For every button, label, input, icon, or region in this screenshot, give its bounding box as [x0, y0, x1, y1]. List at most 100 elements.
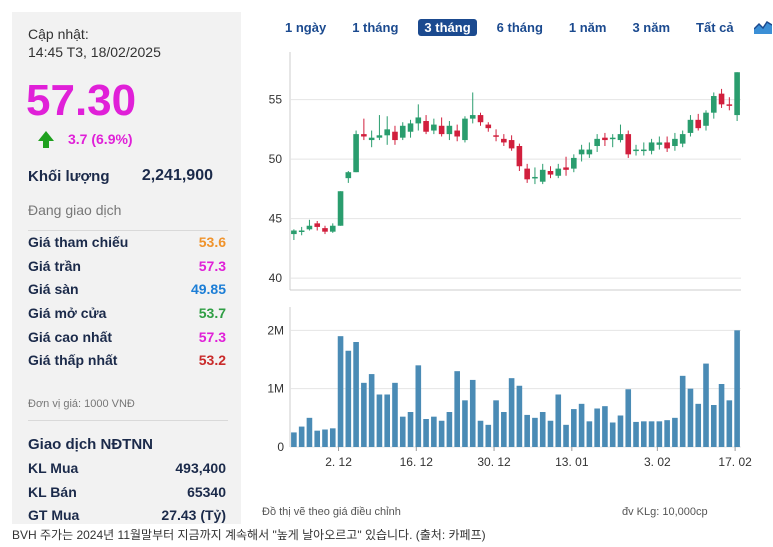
candle-body — [368, 137, 375, 141]
candle-body — [726, 104, 733, 106]
volume-bar — [392, 382, 398, 447]
price-label: Giá cao nhất — [28, 329, 113, 345]
price-change-row: 3.7 (6.9%) — [38, 129, 133, 149]
candle-body — [462, 118, 468, 141]
period-3-years[interactable]: 3 năm — [632, 19, 671, 35]
candle-body — [399, 125, 406, 138]
volume-bar — [633, 421, 639, 447]
candle-body — [438, 125, 445, 135]
volume-tick-label: 0 — [277, 440, 284, 454]
unit-note: Đơn vị giá: 1000 VNĐ — [28, 398, 135, 410]
volume-bar — [586, 421, 593, 447]
volume-bar — [695, 403, 702, 447]
price-label: Giá trần — [28, 258, 81, 274]
candle-body — [516, 146, 523, 167]
period-selector: 1 ngày 1 tháng 3 tháng 6 tháng 1 năm 3 n… — [279, 17, 773, 37]
x-tick-label: 2. 12 — [325, 455, 352, 469]
period-all[interactable]: Tất cả — [696, 19, 734, 35]
price-tick-label: 45 — [269, 212, 283, 226]
candle-body — [641, 149, 647, 152]
volume-grid — [289, 307, 741, 448]
price-value: 53.6 — [198, 234, 226, 250]
price-value: 53.7 — [198, 305, 226, 321]
volume-bar — [337, 336, 344, 447]
chart-footnote: Đồ thị vẽ theo giá điều chỉnh — [262, 506, 401, 518]
candle-body — [679, 134, 686, 144]
candle-body — [609, 137, 616, 140]
volume-bar — [617, 415, 624, 447]
price-label: Giá thấp nhất — [28, 352, 118, 368]
volume-bar — [462, 400, 468, 447]
candle-body — [454, 130, 460, 137]
candle-body — [656, 142, 663, 145]
foreign-value: 493,400 — [175, 460, 226, 476]
candle-body — [423, 121, 429, 132]
volume-bar — [298, 426, 305, 447]
volume-bar — [555, 394, 562, 447]
candle-body — [361, 134, 367, 137]
candles — [291, 72, 740, 241]
price-value: 57.3 — [198, 329, 226, 345]
volume-bar — [578, 403, 585, 447]
volume-bar — [291, 432, 297, 447]
period-1-day[interactable]: 1 ngày — [285, 19, 327, 35]
candle-body — [672, 138, 678, 147]
foreign-label: KL Mua — [28, 460, 79, 476]
volume-bar — [625, 389, 632, 447]
candle-body — [625, 134, 632, 155]
volume-bar — [563, 424, 569, 447]
volume-value: 2,241,900 — [141, 167, 213, 184]
volume-bar — [539, 412, 546, 447]
volume-bar — [547, 420, 554, 447]
candle-body — [329, 225, 336, 232]
candle-body — [648, 142, 655, 151]
candle-body — [431, 124, 437, 131]
volume-unit-note: đv KLg: 10,000cp — [622, 506, 708, 518]
volume-bar — [710, 405, 717, 447]
price-label: Giá tham chiếu — [28, 234, 129, 250]
candle-body — [547, 171, 554, 175]
candle-body — [555, 168, 562, 176]
volume-bar — [345, 350, 352, 447]
volume-bar — [571, 409, 577, 447]
x-tick-label: 13. 01 — [555, 455, 589, 469]
candle-body — [376, 135, 383, 138]
price-axis: 40 45 50 55 — [269, 93, 283, 286]
volume-bar — [306, 417, 313, 447]
price-grid — [289, 52, 741, 291]
price-value: 49.85 — [190, 281, 226, 297]
period-1-year[interactable]: 1 năm — [568, 19, 607, 35]
x-tick-label: 30. 12 — [477, 455, 511, 469]
price-value: 53.2 — [198, 352, 226, 368]
price-tick-label: 50 — [269, 152, 283, 166]
volume-tick-label: 2M — [267, 323, 284, 337]
volume-bar — [477, 420, 484, 447]
candle-body — [578, 149, 585, 155]
candle-body — [353, 134, 359, 173]
foreign-row-sell-volume: KL Bán 65340 — [28, 484, 226, 500]
price-row-low: Giá thấp nhất 53.2 — [28, 352, 226, 368]
x-tick-label: 16. 12 — [400, 455, 434, 469]
volume-bar — [368, 374, 375, 447]
volume-bar — [446, 412, 453, 447]
foreign-row-buy-volume: KL Mua 493,400 — [28, 460, 226, 476]
volume-bar — [353, 342, 359, 447]
price-tick-label: 40 — [269, 271, 283, 285]
candle-body — [718, 93, 725, 105]
period-3-months[interactable]: 3 tháng — [418, 18, 477, 36]
image-caption: BVH 주가는 2024년 11월말부터 지금까지 계속해서 "높게 날아오르고… — [12, 528, 486, 542]
price-label: Giá mở cửa — [28, 305, 107, 321]
volume-bar — [664, 420, 670, 447]
candle-body — [703, 112, 709, 126]
area-chart-icon[interactable] — [753, 20, 773, 34]
candle-body — [446, 125, 453, 135]
volume-bar — [399, 416, 406, 447]
update-label: Cập nhật: — [28, 26, 89, 42]
volume-bar — [524, 414, 530, 447]
period-1-month[interactable]: 1 tháng — [352, 19, 399, 35]
price-value: 57.3 — [198, 258, 226, 274]
period-6-months[interactable]: 6 tháng — [496, 19, 543, 35]
candle-body — [524, 168, 530, 180]
volume-bar — [672, 417, 678, 447]
stock-info-panel: Cập nhật: 14:45 T3, 18/02/2025 57.30 3.7… — [12, 12, 241, 524]
